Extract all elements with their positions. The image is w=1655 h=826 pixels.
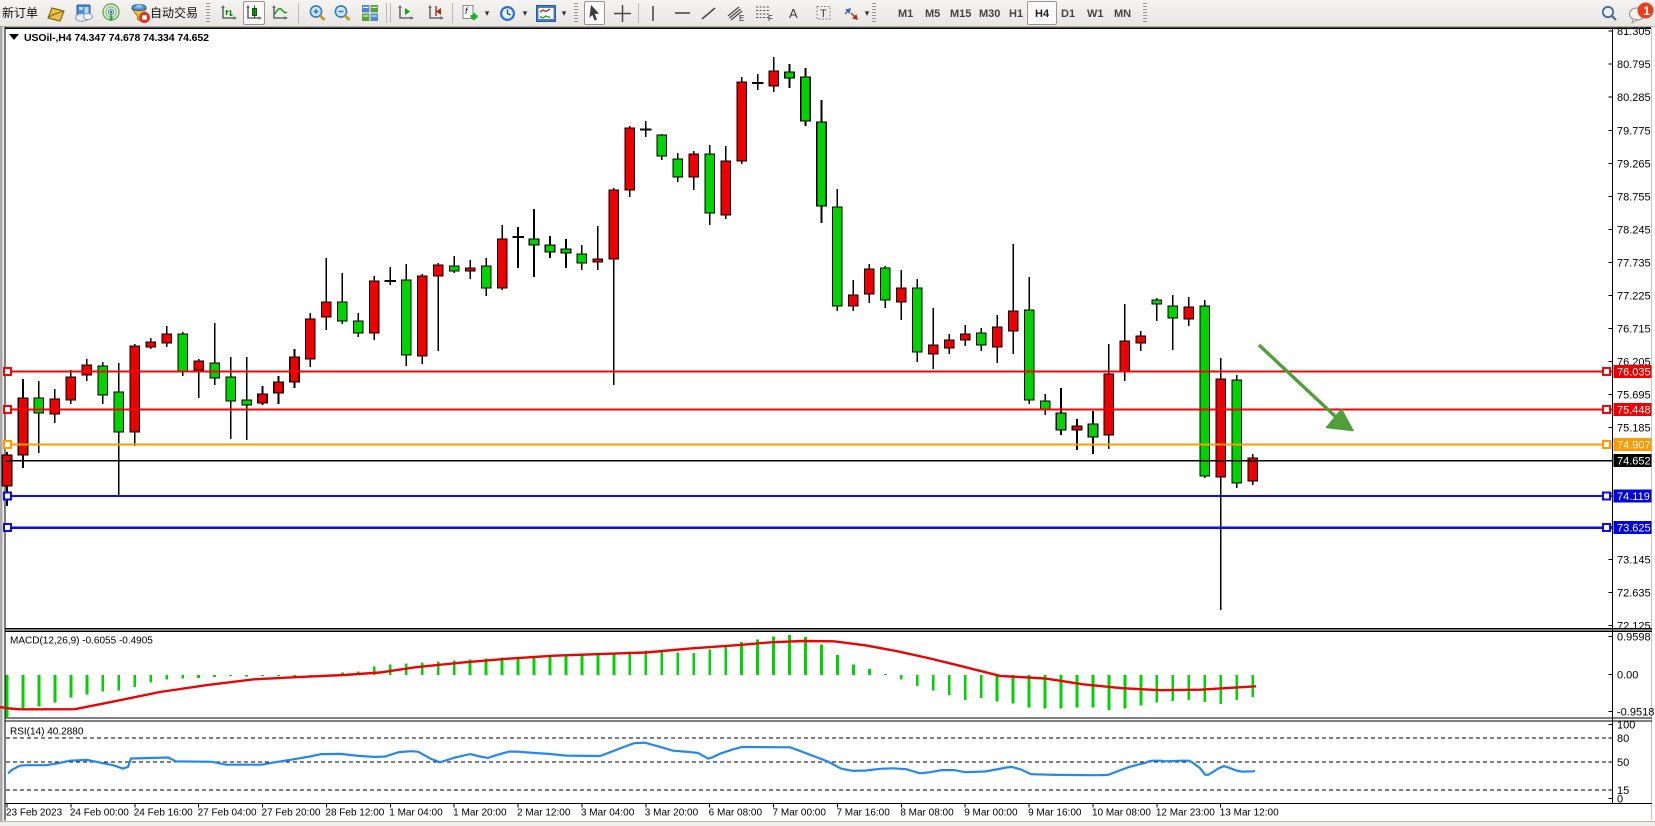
svg-text:76.715: 76.715 [1617,323,1651,335]
svg-text:RSI(14) 40.2880: RSI(14) 40.2880 [10,727,84,738]
svg-text:F: F [768,14,773,23]
svg-text:15: 15 [1617,785,1629,797]
svg-text:72.125: 72.125 [1617,621,1651,633]
svg-text:78.245: 78.245 [1617,224,1651,236]
svg-text:0: 0 [1617,794,1623,806]
svg-text:E: E [739,14,744,23]
svg-text:73.625: 73.625 [1617,523,1651,535]
svg-text:50: 50 [1617,757,1629,769]
svg-text:3 Mar 20:00: 3 Mar 20:00 [645,808,699,819]
svg-text:73.145: 73.145 [1617,555,1651,567]
svg-text:7 Mar 00:00: 7 Mar 00:00 [773,808,827,819]
svg-text:74.652: 74.652 [1617,456,1651,468]
svg-text:27 Feb 20:00: 27 Feb 20:00 [262,808,321,819]
svg-text:27 Feb 04:00: 27 Feb 04:00 [198,808,257,819]
svg-text:80.795: 80.795 [1617,59,1651,71]
svg-text:10 Mar 08:00: 10 Mar 08:00 [1092,808,1151,819]
svg-text:13 Mar 12:00: 13 Mar 12:00 [1220,808,1279,819]
svg-text:8 Mar 08:00: 8 Mar 08:00 [900,808,954,819]
svg-text:-0.9518: -0.9518 [1617,706,1654,718]
svg-text:0.9598: 0.9598 [1617,631,1651,643]
svg-text:23 Feb 2023: 23 Feb 2023 [6,808,63,819]
svg-text:2 Mar 12:00: 2 Mar 12:00 [517,808,571,819]
svg-text:1 Mar 20:00: 1 Mar 20:00 [453,808,507,819]
svg-text:7 Mar 16:00: 7 Mar 16:00 [836,808,890,819]
svg-text:1: 1 [1643,4,1650,18]
svg-text:9 Mar 16:00: 9 Mar 16:00 [1028,808,1082,819]
svg-text:74.907: 74.907 [1617,440,1651,452]
svg-text:T: T [820,8,827,20]
svg-text:USOil-,H4 74.347 74.678 74.33: USOil-,H4 74.347 74.678 74.334 74.652 [24,32,209,44]
svg-text:100: 100 [1617,720,1635,732]
svg-text:28 Feb 12:00: 28 Feb 12:00 [325,808,384,819]
svg-text:72.635: 72.635 [1617,588,1651,600]
svg-text:77.225: 77.225 [1617,290,1651,302]
svg-text:79.265: 79.265 [1617,158,1651,170]
svg-text:80: 80 [1617,733,1629,745]
svg-text:MACD(12,26,9) -0.6055 -0.4905: MACD(12,26,9) -0.6055 -0.4905 [10,636,153,647]
svg-text:1 Mar 04:00: 1 Mar 04:00 [389,808,443,819]
svg-text:12 Mar 23:00: 12 Mar 23:00 [1156,808,1215,819]
svg-text:75.448: 75.448 [1617,404,1651,416]
svg-text:A: A [789,6,798,21]
svg-text:9 Mar 00:00: 9 Mar 00:00 [964,808,1018,819]
svg-text:79.775: 79.775 [1617,125,1651,137]
svg-text:74.119: 74.119 [1617,491,1650,503]
svg-text:77.735: 77.735 [1617,257,1651,269]
svg-text:75.185: 75.185 [1617,422,1651,434]
svg-text:80.285: 80.285 [1617,92,1651,104]
svg-text:75.695: 75.695 [1617,389,1651,401]
svg-text:3 Mar 04:00: 3 Mar 04:00 [581,808,635,819]
svg-text:6 Mar 08:00: 6 Mar 08:00 [709,808,763,819]
svg-text:0.00: 0.00 [1617,670,1638,682]
svg-text:24 Feb 16:00: 24 Feb 16:00 [134,808,193,819]
svg-text:76.035: 76.035 [1617,367,1651,379]
svg-text:24 Feb 00:00: 24 Feb 00:00 [70,808,129,819]
svg-text:78.755: 78.755 [1617,191,1651,203]
svg-text:f: f [465,6,469,16]
svg-text:81.305: 81.305 [1617,27,1651,38]
